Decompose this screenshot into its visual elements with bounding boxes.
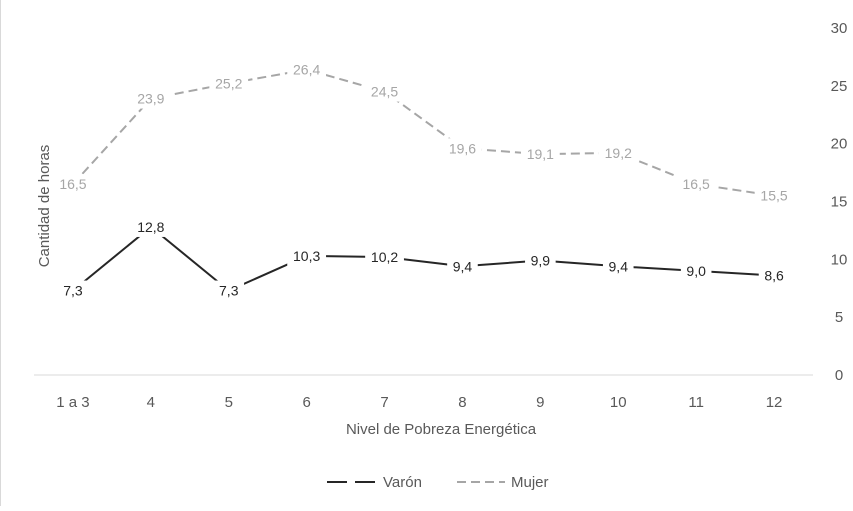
- data-label-bg: [520, 144, 560, 165]
- data-label: 8,6: [764, 268, 784, 284]
- legend-label-mujer: Mujer: [511, 474, 549, 491]
- x-tick-label: 11: [688, 394, 704, 411]
- x-tick-label: 7: [380, 394, 388, 411]
- data-label: 24,5: [371, 84, 398, 100]
- y-tick-label: 5: [835, 309, 843, 326]
- data-label: 16,5: [59, 176, 86, 192]
- x-tick-label: 12: [766, 394, 783, 411]
- data-label-bg: [365, 247, 404, 268]
- data-label: 19,6: [449, 140, 476, 156]
- y-tick-label: 20: [831, 136, 848, 153]
- series-line-mujer: [72, 68, 775, 197]
- data-label: 16,5: [683, 176, 710, 192]
- data-label: 15,5: [760, 188, 787, 204]
- data-label: 7,3: [219, 283, 239, 299]
- data-label-bg: [131, 216, 171, 237]
- data-label-bg: [602, 256, 634, 277]
- legend: Varón Mujer: [327, 474, 549, 491]
- x-tick-label: 1 a 3: [56, 394, 89, 411]
- series-layer: [72, 68, 775, 292]
- data-label: 10,3: [293, 248, 320, 264]
- data-label-bg: [209, 73, 249, 94]
- data-label: 19,1: [527, 146, 554, 162]
- data-label: 7,3: [63, 283, 83, 299]
- data-label: 12,8: [137, 219, 164, 235]
- data-label: 19,2: [605, 145, 632, 161]
- data-label-bg: [598, 142, 638, 163]
- x-tick-label: 6: [302, 394, 310, 411]
- data-label-bg: [754, 185, 794, 206]
- x-axis-title: Nivel de Pobreza Energética: [346, 421, 537, 438]
- data-label-bg: [213, 280, 245, 301]
- data-label: 10,2: [371, 249, 398, 265]
- data-labels: 7,3 12,8 7,3 10,3 10,2 9,4 9,9 9,4 9,0 8,6 16,5 23,…: [53, 59, 794, 301]
- data-label-bg: [287, 245, 327, 266]
- data-label-bg: [53, 174, 93, 195]
- y-tick-label: 30: [831, 20, 848, 37]
- y-axis-title: Cantidad de horas: [36, 145, 53, 268]
- data-label-bg: [447, 256, 478, 277]
- data-label-bg: [365, 81, 404, 102]
- x-tick-label: 10: [610, 394, 627, 411]
- data-label: 23,9: [137, 91, 164, 107]
- axes: 1 a 3 4 5 6 7 8 9 10 11 12 0 5 10 15 20 25 30: [34, 20, 847, 411]
- data-label-bg: [758, 265, 790, 286]
- x-tick-label: 8: [458, 394, 466, 411]
- data-label: 9,4: [453, 258, 473, 274]
- y-tick-label: 10: [831, 251, 848, 268]
- y-tick-label: 25: [831, 78, 848, 95]
- data-label-bg: [443, 138, 482, 159]
- data-label: 9,0: [686, 263, 706, 279]
- data-label-bg: [131, 88, 171, 109]
- data-label: 26,4: [293, 62, 320, 78]
- x-tick-label: 4: [147, 394, 155, 411]
- data-label-bg: [680, 260, 712, 281]
- data-label-bg: [57, 280, 89, 301]
- y-tick-label: 0: [835, 367, 843, 384]
- data-label: 9,9: [531, 252, 551, 268]
- x-tick-label: 5: [225, 394, 233, 411]
- data-label-bg: [525, 250, 556, 271]
- x-tick-label: 9: [536, 394, 544, 411]
- data-label: 25,2: [215, 76, 242, 92]
- data-label: 9,4: [609, 258, 629, 274]
- data-label-bg: [287, 59, 327, 80]
- series-line-varon: [72, 225, 775, 292]
- y-tick-label: 15: [831, 194, 848, 211]
- legend-label-varon: Varón: [383, 474, 422, 491]
- data-label-bg: [676, 174, 716, 195]
